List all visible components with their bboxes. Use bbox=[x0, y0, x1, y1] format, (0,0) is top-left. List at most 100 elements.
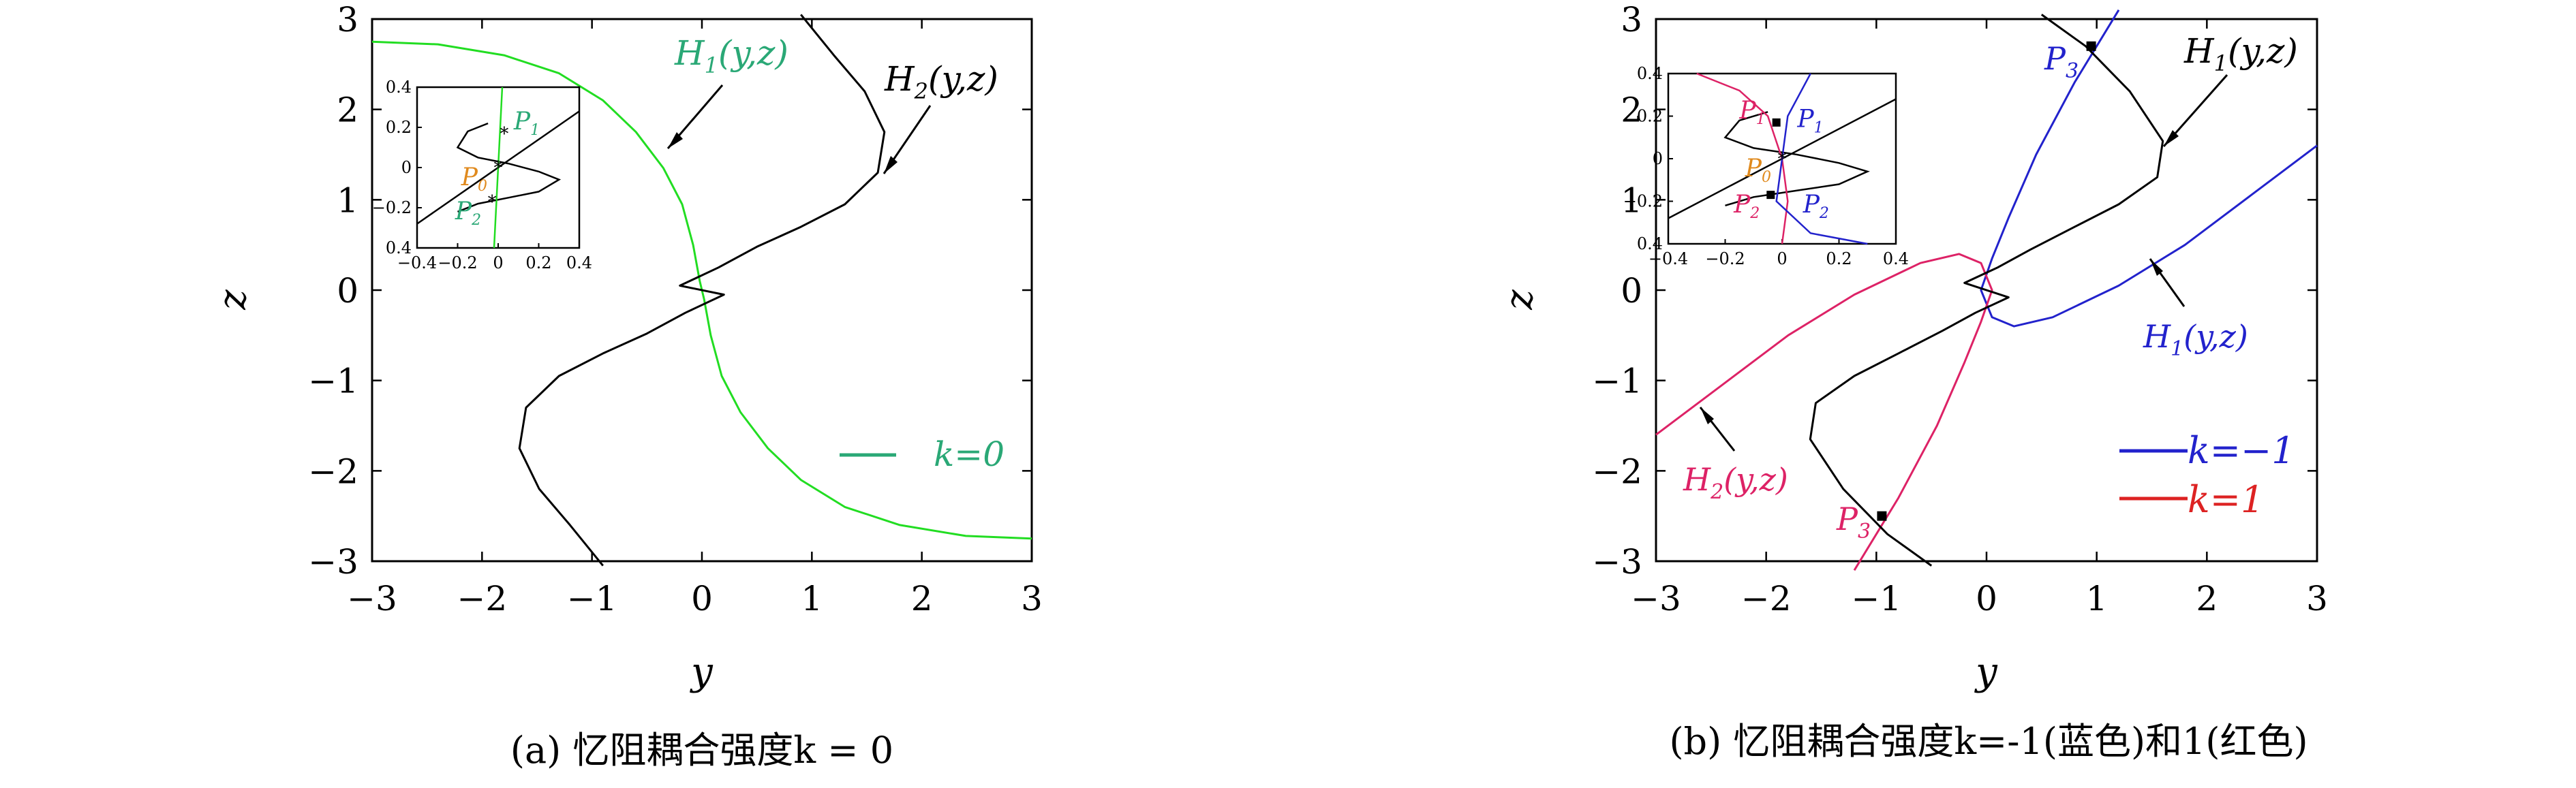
series-line-0 bbox=[1980, 9, 2318, 328]
inset-point-label: P1 bbox=[1738, 97, 1765, 128]
y-tick-label: −2 bbox=[308, 452, 358, 491]
y-tick-label: −1 bbox=[1592, 362, 1642, 401]
series-b bbox=[1655, 9, 2318, 571]
ylabel-a: z bbox=[211, 289, 255, 311]
inset-y-tick-label: −0.2 bbox=[372, 198, 412, 217]
y-tick-label: 0 bbox=[337, 271, 358, 311]
y-tick-label: 1 bbox=[337, 180, 358, 220]
inset-y-tick-label: 0.4 bbox=[386, 238, 412, 257]
inset-x-tick-label: 0.4 bbox=[1883, 249, 1909, 268]
inset-y-tick-label: 0 bbox=[1653, 149, 1663, 168]
ticks-a: −3 −2 −1 0 1 2 3 3 2 1 0 −1 −2 −3 bbox=[308, 0, 1043, 618]
legend-a: k=0 bbox=[840, 435, 1005, 474]
panel-a: −3 −2 −1 0 1 2 3 3 2 1 0 −1 −2 −3 y z H1(y,z) H2(y,z)… bbox=[211, 0, 1043, 772]
inset-point-label: P2 bbox=[1803, 191, 1829, 222]
legend-label-b-1: k=−1 bbox=[2188, 429, 2295, 472]
inset-x-tick-label: −0.4 bbox=[397, 253, 437, 272]
inset-x-tick-label: −0.2 bbox=[438, 253, 477, 272]
x-tick-label: 0 bbox=[691, 579, 713, 618]
inset-point-marker: * bbox=[1778, 149, 1787, 170]
xlabel-b: y bbox=[1974, 650, 1998, 694]
annotation-h1-black-b: H1(y,z) bbox=[2162, 31, 2298, 147]
inset-green-line bbox=[493, 86, 504, 249]
svg-text:H1(y,z): H1(y,z) bbox=[674, 33, 788, 78]
y-tick-label: −2 bbox=[1592, 452, 1642, 491]
annotation-p3-blue-b: P3 bbox=[2044, 40, 2079, 83]
series-line-1 bbox=[518, 14, 886, 567]
inset-point-marker bbox=[1772, 118, 1781, 127]
x-tick-label: 3 bbox=[1021, 579, 1043, 618]
legend-label-b-2: k=1 bbox=[2188, 478, 2264, 521]
inset-x-tick-label: 0.2 bbox=[1826, 249, 1852, 268]
inset-x-tick-label: 0 bbox=[493, 253, 503, 272]
inset-x-tick-label: 0.4 bbox=[566, 253, 592, 272]
inset-point-label: P1 bbox=[513, 108, 540, 139]
svg-text:H1(y,z): H1(y,z) bbox=[2143, 318, 2248, 361]
inset-y-tick-label: 0.4 bbox=[1637, 234, 1663, 253]
x-tick-label: 0 bbox=[1976, 579, 1997, 618]
x-tick-label: 1 bbox=[801, 579, 823, 618]
y-tick-label: 2 bbox=[337, 91, 358, 130]
inset-curve bbox=[1723, 111, 1870, 206]
svg-text:H2(y,z): H2(y,z) bbox=[884, 59, 998, 104]
caption-a: (a) 忆阻耦合强度k = 0 bbox=[510, 729, 893, 772]
legend-label-a: k=0 bbox=[934, 435, 1005, 474]
y-tick-label: −3 bbox=[308, 542, 358, 582]
x-tick-label: 3 bbox=[2306, 579, 2328, 618]
annotation-h1-blue-b: H1(y,z) bbox=[2143, 258, 2248, 361]
inset-x-tick-label: −0.2 bbox=[1705, 249, 1745, 268]
y-tick-label: 0 bbox=[1621, 271, 1642, 311]
inset-y-tick-label: −0.2 bbox=[1623, 192, 1663, 211]
annotation-p3-red-b: P3 bbox=[1836, 501, 1871, 543]
inset-x-tick-label: 0 bbox=[1777, 249, 1787, 268]
inset-y-tick-label: 0 bbox=[401, 158, 412, 177]
inset-blue-curve bbox=[1775, 73, 1868, 245]
x-tick-label: −1 bbox=[1851, 579, 1901, 618]
inset-x-tick-label: 0.2 bbox=[525, 253, 551, 272]
inset-point-label: P1 bbox=[1796, 105, 1823, 136]
x-tick-label: −3 bbox=[1631, 579, 1681, 618]
inset-y-tick-label: 0.2 bbox=[386, 118, 412, 137]
svg-text:P3: P3 bbox=[2044, 40, 2079, 83]
svg-text:H1(y,z): H1(y,z) bbox=[2183, 31, 2298, 76]
x-tick-label: −1 bbox=[567, 579, 617, 618]
ylabel-b: z bbox=[1497, 289, 1542, 311]
inset-point-label: P2 bbox=[1733, 191, 1760, 222]
p3-marker bbox=[2086, 41, 2096, 51]
x-tick-label: −3 bbox=[347, 579, 397, 618]
inset-a: −0.4 −0.2 0 0.2 0.40.40.20−0.20.4 * P1*P0*P2 bbox=[372, 78, 592, 272]
y-tick-label: 3 bbox=[337, 0, 358, 40]
inset-y-tick-label: 0.4 bbox=[386, 78, 412, 97]
x-tick-label: −2 bbox=[1741, 579, 1792, 618]
x-tick-label: 1 bbox=[2086, 579, 2108, 618]
caption-b: (b) 忆阻耦合强度k=-1(蓝色)和1(红色) bbox=[1669, 720, 2307, 763]
legend-b: k=−1 k=1 bbox=[2119, 429, 2295, 521]
y-tick-label: 1 bbox=[1621, 180, 1642, 220]
series-line-1 bbox=[1655, 253, 1993, 571]
inset-point-label: P0 bbox=[461, 163, 487, 195]
y-tick-label: 2 bbox=[1621, 91, 1642, 130]
inset-y-tick-label: 0.2 bbox=[1637, 107, 1663, 126]
p3-marker bbox=[1877, 511, 1887, 521]
inset-point-marker: * bbox=[500, 124, 508, 144]
inset-y-tick-label: 0.4 bbox=[1637, 64, 1663, 83]
annotation-h1-a: H1(y,z) bbox=[666, 33, 788, 149]
inset-point-marker: * bbox=[488, 192, 497, 212]
annotation-h2-red-b: H2(y,z) bbox=[1683, 407, 1788, 504]
y-tick-label: −3 bbox=[1592, 542, 1642, 582]
annotation-h2-a: H2(y,z) bbox=[883, 59, 998, 174]
inset-b: −0.4 −0.2 0 0.2 0.4 0.4 0.2 0 −0.2 0.4 P1 P1 * P0 P2 P… bbox=[1623, 64, 1909, 268]
inset-curve bbox=[456, 122, 562, 213]
svg-text:P3: P3 bbox=[1836, 501, 1871, 543]
x-tick-label: 2 bbox=[2196, 579, 2218, 618]
y-tick-label: −1 bbox=[308, 362, 358, 401]
inset-x-tick-label: −0.4 bbox=[1649, 249, 1688, 268]
inset-point-marker bbox=[1766, 191, 1775, 200]
series-line-2 bbox=[1809, 14, 2164, 567]
series-a bbox=[371, 14, 1032, 567]
inset-point-marker: * bbox=[494, 158, 503, 178]
y-tick-label: 3 bbox=[1621, 0, 1642, 40]
x-tick-label: −2 bbox=[457, 579, 507, 618]
